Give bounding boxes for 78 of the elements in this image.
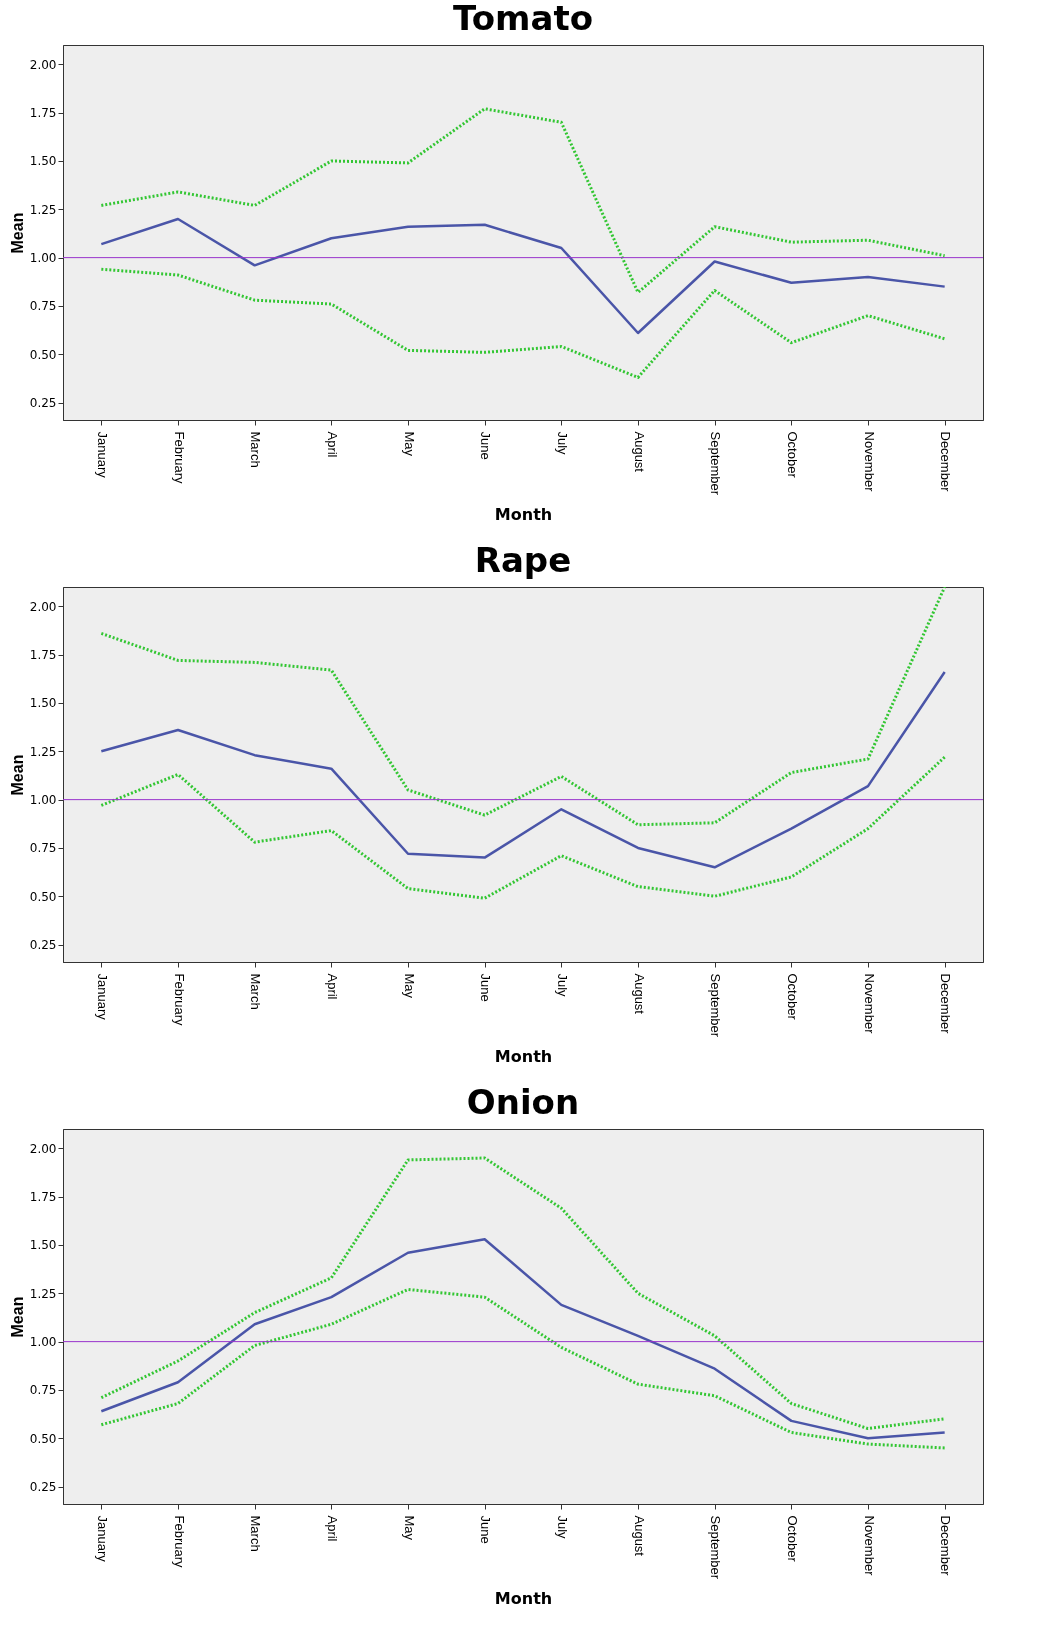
y-tick-label: 1.75: [29, 106, 57, 121]
y-tick-label: 2.00: [29, 599, 57, 614]
x-tick-label: May: [401, 973, 417, 999]
y-tick-label: 1.25: [29, 1286, 57, 1301]
x-tick-label: October: [784, 1515, 800, 1563]
y-tick-label: 1.00: [29, 793, 57, 808]
chart-title: Tomato: [452, 0, 594, 38]
y-tick-label: 0.25: [29, 938, 57, 953]
x-tick-label: August: [631, 431, 647, 473]
x-tick-label: September: [708, 1515, 724, 1580]
line-series: [99, 267, 947, 379]
line-series: [100, 217, 946, 335]
y-tick-label: 1.00: [29, 1335, 57, 1350]
x-tick-label: January: [94, 431, 110, 479]
line-series: [100, 670, 946, 869]
x-tick-label: January: [94, 973, 110, 1021]
y-tick-label: 1.25: [29, 744, 57, 759]
x-tick-label: October: [784, 431, 800, 479]
y-tick-label: 0.50: [29, 347, 57, 362]
y-tick-label: 0.75: [29, 299, 57, 314]
y-axis-title: Mean: [8, 754, 26, 796]
x-tick-label: November: [861, 1515, 877, 1577]
y-tick-label: 1.50: [29, 1238, 57, 1253]
chart-title: Rape: [474, 540, 572, 580]
x-axis-title: Month: [494, 1047, 553, 1067]
x-tick-label: February: [171, 1515, 187, 1569]
y-tick-label: 1.00: [29, 251, 57, 266]
y-tick-label: 0.75: [29, 1383, 57, 1398]
x-tick-label: December: [938, 973, 954, 1035]
line-series: [99, 1287, 947, 1450]
x-tick-label: March: [248, 1515, 264, 1552]
line-series: [99, 1156, 947, 1431]
y-tick-label: 1.50: [29, 154, 57, 169]
y-tick-label: 0.75: [29, 841, 57, 856]
y-tick-label: 0.25: [29, 1480, 57, 1495]
y-tick-label: 1.75: [29, 648, 57, 663]
y-tick-label: 1.50: [29, 696, 57, 711]
line-series: [100, 1237, 946, 1440]
y-axis-title: Mean: [8, 1296, 26, 1338]
x-tick-label: March: [248, 973, 264, 1010]
y-tick-label: 0.25: [29, 396, 57, 411]
x-tick-label: November: [861, 431, 877, 493]
x-tick-label: August: [631, 973, 647, 1015]
x-tick-label: March: [248, 431, 264, 468]
x-tick-label: April: [324, 431, 340, 458]
line-series: [99, 107, 947, 294]
x-tick-label: September: [708, 431, 724, 496]
chart-title: Onion: [466, 1082, 580, 1122]
y-tick-label: 0.50: [29, 889, 57, 904]
y-tick-label: 2.00: [29, 57, 57, 72]
y-axis-title: Mean: [8, 212, 26, 254]
x-tick-label: February: [171, 431, 187, 485]
x-tick-label: January: [94, 1515, 110, 1563]
y-tick-label: 2.00: [29, 1141, 57, 1156]
x-tick-label: February: [171, 973, 187, 1027]
x-tick-label: June: [478, 973, 494, 1002]
x-tick-label: April: [324, 973, 340, 1000]
x-tick-label: June: [478, 1515, 494, 1544]
line-series: [99, 587, 947, 827]
x-tick-label: August: [631, 1515, 647, 1557]
x-tick-label: September: [708, 973, 724, 1038]
x-tick-label: May: [401, 1515, 417, 1541]
x-tick-label: November: [861, 973, 877, 1035]
x-tick-label: July: [554, 973, 570, 998]
x-tick-label: December: [938, 431, 954, 493]
x-axis-title: Month: [494, 505, 553, 525]
x-tick-label: May: [401, 431, 417, 457]
x-tick-label: June: [478, 431, 494, 460]
x-tick-label: December: [938, 1515, 954, 1577]
line-series: [99, 755, 947, 900]
y-tick-label: 1.75: [29, 1190, 57, 1205]
x-tick-label: July: [554, 431, 570, 456]
y-tick-label: 0.50: [29, 1431, 57, 1446]
x-axis-title: Month: [494, 1589, 553, 1609]
x-tick-label: July: [554, 1515, 570, 1540]
y-tick-label: 1.25: [29, 202, 57, 217]
x-tick-label: October: [784, 973, 800, 1021]
x-tick-label: April: [324, 1515, 340, 1542]
